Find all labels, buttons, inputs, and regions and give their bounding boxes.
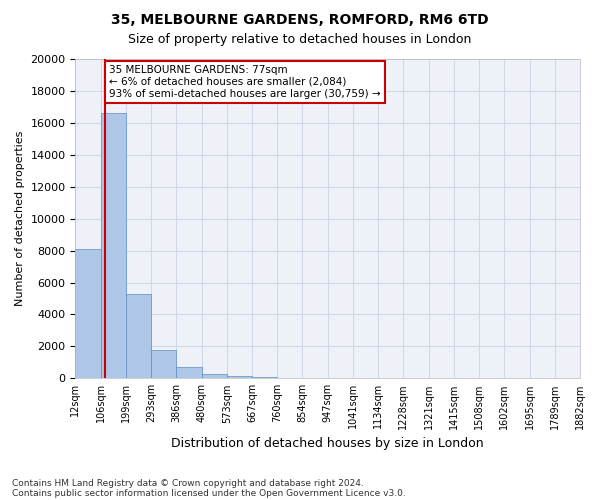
Text: 35 MELBOURNE GARDENS: 77sqm
← 6% of detached houses are smaller (2,084)
93% of s: 35 MELBOURNE GARDENS: 77sqm ← 6% of deta…	[109, 66, 380, 98]
Bar	[176, 367, 202, 378]
Y-axis label: Number of detached properties: Number of detached properties	[15, 131, 25, 306]
Bar	[227, 376, 252, 378]
Bar	[151, 350, 176, 378]
Text: Contains HM Land Registry data © Crown copyright and database right 2024.: Contains HM Land Registry data © Crown c…	[12, 478, 364, 488]
Text: Size of property relative to detached houses in London: Size of property relative to detached ho…	[128, 32, 472, 46]
Bar	[252, 376, 277, 378]
Text: 35, MELBOURNE GARDENS, ROMFORD, RM6 6TD: 35, MELBOURNE GARDENS, ROMFORD, RM6 6TD	[111, 12, 489, 26]
Text: Contains public sector information licensed under the Open Government Licence v3: Contains public sector information licen…	[12, 488, 406, 498]
Bar	[76, 249, 101, 378]
Bar	[126, 294, 151, 378]
Bar	[202, 374, 227, 378]
Bar	[101, 114, 126, 378]
X-axis label: Distribution of detached houses by size in London: Distribution of detached houses by size …	[172, 437, 484, 450]
